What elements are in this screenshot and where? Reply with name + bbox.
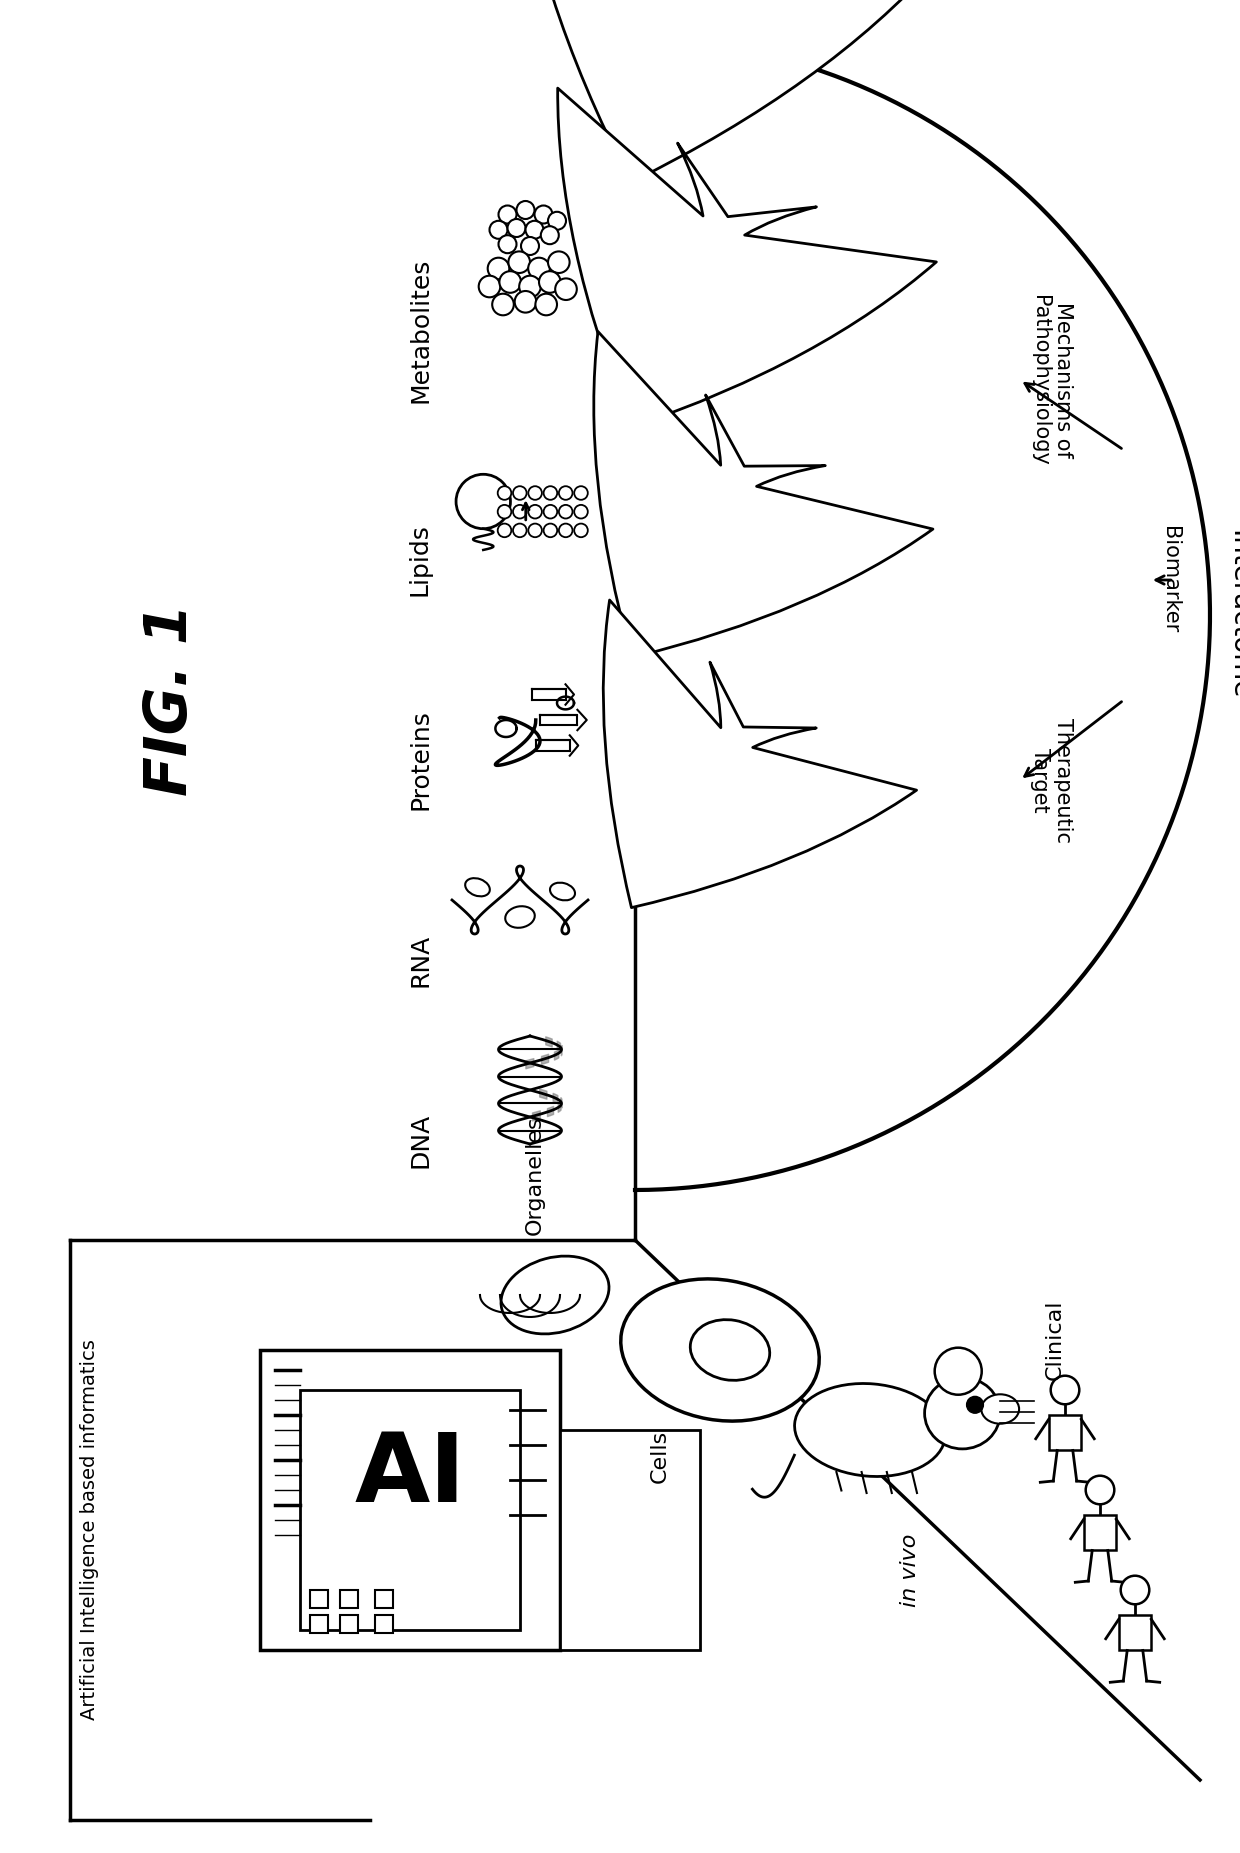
Text: Metabolites: Metabolites — [408, 258, 432, 402]
Circle shape — [490, 221, 507, 239]
Bar — [310, 1616, 329, 1632]
Circle shape — [574, 485, 588, 500]
Circle shape — [528, 485, 542, 500]
Circle shape — [528, 524, 542, 537]
Ellipse shape — [621, 1279, 820, 1421]
Text: Organelles: Organelles — [525, 1116, 546, 1234]
Circle shape — [541, 226, 559, 245]
Circle shape — [548, 252, 569, 272]
Ellipse shape — [551, 882, 575, 901]
Circle shape — [534, 206, 553, 224]
Circle shape — [559, 524, 573, 537]
Circle shape — [543, 524, 557, 537]
Circle shape — [520, 276, 541, 296]
Circle shape — [1121, 1575, 1149, 1605]
Bar — [310, 1590, 329, 1608]
Bar — [300, 1390, 520, 1631]
Circle shape — [497, 485, 511, 500]
Text: Lipids: Lipids — [408, 524, 432, 597]
Bar — [260, 1351, 560, 1649]
Circle shape — [528, 504, 542, 519]
Text: Artificial Intelligence based informatics: Artificial Intelligence based informatic… — [81, 1340, 99, 1720]
Text: Mechanisms of
Pathophysiology: Mechanisms of Pathophysiology — [1030, 295, 1073, 465]
Ellipse shape — [505, 906, 534, 928]
Text: Cells: Cells — [650, 1431, 670, 1482]
Circle shape — [487, 258, 510, 280]
Circle shape — [543, 504, 557, 519]
Circle shape — [539, 271, 560, 293]
Text: DNA: DNA — [408, 1112, 432, 1167]
Circle shape — [548, 211, 565, 230]
Circle shape — [513, 524, 527, 537]
Text: in vivo: in vivo — [900, 1532, 920, 1607]
Circle shape — [513, 485, 527, 500]
Circle shape — [543, 485, 557, 500]
Text: Clinical: Clinical — [1045, 1299, 1065, 1380]
Circle shape — [559, 485, 573, 500]
Text: Interactome: Interactome — [1225, 530, 1240, 700]
Circle shape — [517, 200, 534, 219]
Circle shape — [521, 237, 539, 256]
Ellipse shape — [925, 1377, 1001, 1449]
Bar — [1118, 1614, 1151, 1651]
Circle shape — [515, 291, 536, 313]
Text: Therapeutic
Target: Therapeutic Target — [1030, 717, 1073, 843]
Ellipse shape — [465, 878, 490, 897]
Circle shape — [456, 474, 511, 528]
Circle shape — [513, 504, 527, 519]
Circle shape — [1050, 1375, 1079, 1405]
Text: Biomarker: Biomarker — [1159, 526, 1180, 634]
Circle shape — [500, 271, 521, 293]
Text: Proteins: Proteins — [408, 710, 432, 810]
Circle shape — [498, 206, 517, 224]
Circle shape — [528, 258, 549, 280]
Circle shape — [479, 276, 500, 296]
Circle shape — [536, 293, 557, 315]
Bar — [560, 1431, 701, 1649]
Bar — [1049, 1414, 1081, 1451]
Bar — [340, 1590, 358, 1608]
Circle shape — [1086, 1475, 1115, 1505]
Circle shape — [935, 1347, 982, 1395]
Bar — [1084, 1514, 1116, 1551]
Circle shape — [498, 235, 517, 254]
Ellipse shape — [795, 1384, 945, 1477]
Bar — [340, 1616, 358, 1632]
Bar — [374, 1590, 393, 1608]
Polygon shape — [565, 684, 574, 704]
Polygon shape — [569, 736, 578, 756]
Text: AI: AI — [355, 1429, 466, 1523]
Circle shape — [556, 278, 577, 300]
Circle shape — [508, 252, 529, 272]
Circle shape — [526, 221, 543, 239]
Circle shape — [497, 524, 511, 537]
Circle shape — [497, 504, 511, 519]
Text: RNA: RNA — [408, 934, 432, 986]
Circle shape — [574, 524, 588, 537]
Polygon shape — [578, 710, 587, 730]
Ellipse shape — [501, 1256, 609, 1334]
Ellipse shape — [691, 1319, 770, 1380]
Circle shape — [967, 1397, 983, 1414]
Circle shape — [574, 504, 588, 519]
Circle shape — [507, 219, 526, 237]
Ellipse shape — [981, 1393, 1019, 1423]
Text: FIG. 1: FIG. 1 — [141, 604, 198, 797]
Circle shape — [559, 504, 573, 519]
Circle shape — [492, 293, 513, 315]
Bar — [374, 1616, 393, 1632]
